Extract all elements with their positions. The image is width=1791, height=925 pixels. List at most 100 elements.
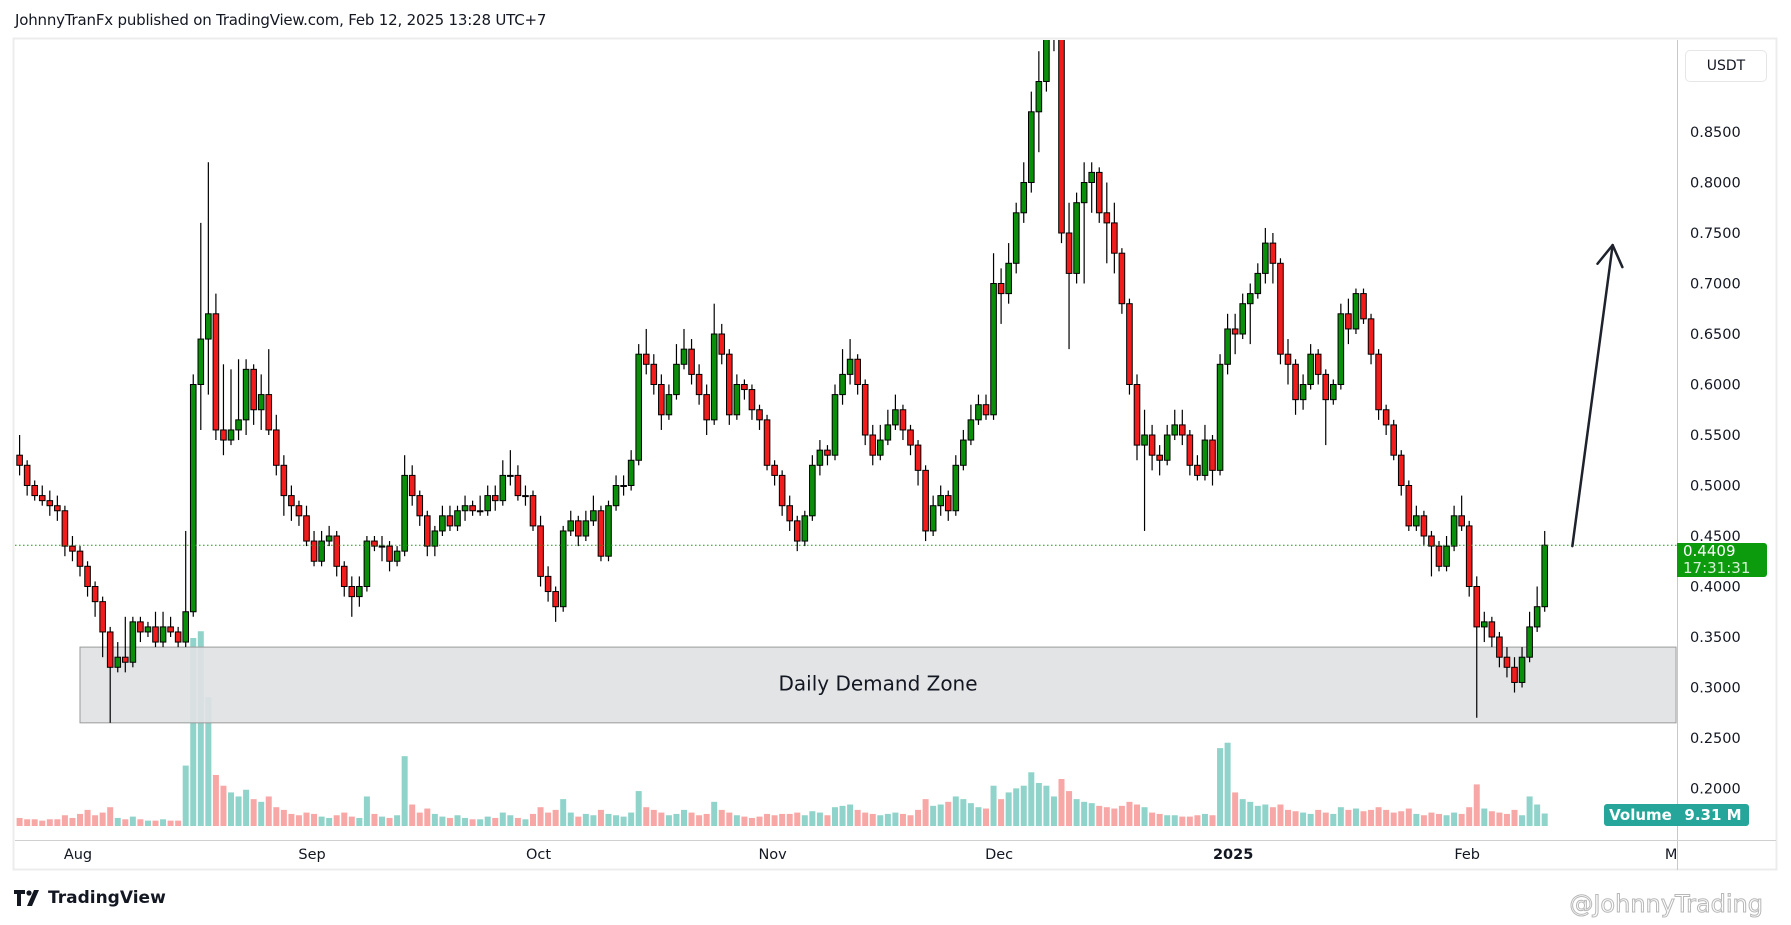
- volume-bar: [235, 796, 242, 826]
- volume-bar: [733, 815, 740, 826]
- volume-bar: [1383, 809, 1390, 826]
- candle-body-up: [952, 464, 960, 512]
- candle: [733, 374, 741, 420]
- candle-body-up: [1254, 272, 1262, 295]
- candle: [605, 500, 612, 562]
- volume-bar: [1420, 815, 1427, 826]
- volume-bar: [756, 816, 763, 826]
- candle: [1133, 374, 1141, 461]
- volume-bar: [1436, 813, 1442, 826]
- candle-body-up: [937, 495, 945, 507]
- volume-bar: [1292, 811, 1299, 826]
- candle: [46, 490, 54, 516]
- candle-body-down: [922, 469, 929, 532]
- volume-bar: [998, 799, 1005, 826]
- candle-body-up: [1020, 182, 1028, 214]
- price-axis[interactable]: 0.2000 0.2500 0.3000 0.3500 0.4000 0.4500 0.50…: [1690, 125, 1741, 798]
- candle-body-up: [227, 429, 235, 441]
- candle-body-up: [431, 530, 439, 547]
- time-axis[interactable]: Aug Sep Oct Nov Dec 2025 Feb Mar: [64, 847, 1692, 863]
- volume-bar: [801, 815, 808, 826]
- candle: [439, 505, 446, 536]
- candle: [1111, 202, 1118, 274]
- volume-bar: [1005, 792, 1012, 826]
- candle: [1382, 404, 1390, 435]
- candle: [567, 510, 575, 536]
- volume-bar: [1443, 815, 1450, 826]
- candle-body-down: [529, 495, 537, 527]
- candle: [31, 480, 38, 501]
- candle: [325, 525, 333, 547]
- candle: [152, 611, 159, 648]
- demand-zone[interactable]: Daily Demand Zone: [79, 646, 1677, 724]
- volume-legend-label[interactable]: Volume: [1604, 804, 1677, 826]
- candle-body-down: [1473, 586, 1481, 628]
- candle: [726, 349, 733, 425]
- volume-bar: [454, 815, 461, 826]
- candle: [650, 354, 658, 395]
- candle-body-down: [718, 333, 726, 355]
- candle: [627, 450, 635, 491]
- candle: [1397, 450, 1405, 496]
- volume-bar: [847, 804, 854, 826]
- candle: [491, 485, 499, 511]
- candle-body-up: [590, 510, 597, 522]
- candle-body-down: [726, 353, 733, 416]
- candle-body-up: [1413, 515, 1420, 527]
- candle-body-up: [325, 535, 333, 542]
- candle: [167, 616, 174, 637]
- candle: [1118, 248, 1126, 314]
- currency-selector[interactable]: USDT: [1685, 50, 1767, 82]
- candle-body-up: [1035, 81, 1043, 113]
- volume-bar: [137, 819, 144, 826]
- volume-bar: [597, 809, 604, 826]
- candle: [295, 500, 303, 526]
- plot-area[interactable]: Daily Demand Zone: [15, 0, 1677, 826]
- price-tick-label: 0.2500: [1690, 731, 1741, 747]
- candle-body-up: [1541, 544, 1549, 608]
- tradingview-logo[interactable]: TradingView: [14, 888, 166, 908]
- candle-body-down: [1367, 318, 1375, 355]
- arrow-shaft[interactable]: [1571, 243, 1614, 548]
- candle-body-down: [212, 313, 220, 431]
- candle: [1496, 631, 1503, 668]
- candle-body-down: [1209, 439, 1216, 471]
- volume-bars: [16, 631, 1548, 826]
- candle: [899, 404, 907, 441]
- candle-body-up: [816, 449, 824, 466]
- candle-body-down: [288, 495, 295, 507]
- volume-bar: [122, 819, 129, 826]
- volume-bar: [613, 815, 620, 826]
- candle: [786, 495, 794, 531]
- volume-bar: [892, 812, 899, 826]
- volume-bar: [1201, 813, 1208, 826]
- volume-bar: [175, 820, 182, 826]
- candle-body-down: [1390, 424, 1398, 456]
- candle-body-down: [174, 631, 182, 643]
- candle: [642, 328, 650, 375]
- candle: [793, 515, 801, 552]
- candle-body-down: [1360, 293, 1367, 320]
- candle-body-down: [997, 283, 1005, 295]
- candle: [1458, 495, 1465, 531]
- candle-body-up: [197, 338, 205, 385]
- candle: [1239, 293, 1247, 340]
- candle: [975, 394, 982, 425]
- candle-body-down: [1496, 636, 1503, 658]
- arrow-head: [1611, 243, 1624, 269]
- demand-zone-rect[interactable]: [79, 646, 1677, 724]
- candle-body-down: [76, 550, 84, 567]
- arrow-drawing[interactable]: [1571, 243, 1624, 548]
- volume-bar: [1368, 809, 1375, 826]
- candle: [537, 515, 544, 587]
- candle: [265, 349, 273, 435]
- candles: [16, 40, 1549, 723]
- candle: [824, 445, 831, 466]
- candle: [205, 162, 212, 395]
- volume-bar: [499, 812, 506, 826]
- candle-body-down: [1420, 515, 1428, 537]
- candle-body-up: [1201, 439, 1209, 476]
- volume-bar: [1511, 809, 1518, 826]
- volume-bar: [673, 813, 680, 826]
